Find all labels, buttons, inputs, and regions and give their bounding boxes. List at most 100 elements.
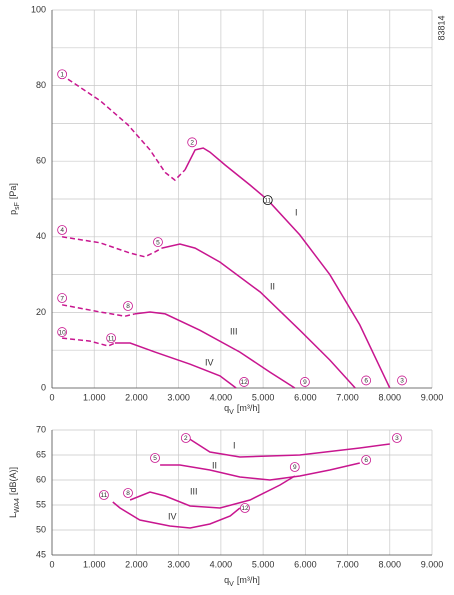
operating-point (392, 433, 402, 443)
point-label: 11 (108, 335, 115, 342)
axis-label: qV [m³/h] (224, 403, 260, 415)
curve-name: III (190, 486, 198, 496)
operating-point (99, 490, 109, 500)
curve-name: I (233, 440, 236, 450)
curve-name: IV (168, 511, 177, 521)
x-tick-label: 2.000 (125, 392, 148, 402)
y-tick-label: 65 (36, 449, 46, 459)
y-tick-label: 70 (36, 424, 46, 434)
label-main: p (8, 210, 18, 215)
curve (184, 147, 391, 389)
x-tick-label: 2.000 (125, 559, 148, 569)
curve (161, 243, 356, 389)
curve (187, 437, 390, 458)
operating-point (153, 237, 163, 247)
axis-label: qV [m³/h] (224, 575, 260, 587)
x-tick-label: 8.000 (379, 392, 402, 402)
x-tick-label: 7.000 (336, 392, 359, 402)
operating-point (262, 195, 273, 206)
curve-name: III (230, 326, 238, 336)
point-label: 2 (190, 140, 194, 147)
point-label: 9 (303, 379, 307, 386)
point-label: 6 (364, 378, 368, 385)
x-tick-label: 4.000 (210, 559, 233, 569)
label-unit: [m³/h] (237, 403, 260, 413)
operating-point (57, 293, 68, 303)
operating-point (361, 455, 372, 465)
point-label: 3 (400, 378, 404, 385)
label-unit: [Pa] (8, 183, 18, 199)
curve-name: II (212, 460, 217, 470)
x-tick-label: 9.000 (421, 559, 444, 569)
label-main: q (224, 575, 229, 585)
operating-point (180, 433, 191, 443)
operating-point (397, 375, 407, 386)
point-label: 12 (240, 379, 248, 386)
curve-unstable (62, 337, 116, 347)
label-sub: WA4 (14, 498, 21, 513)
point-label: 12 (241, 505, 249, 512)
point-label: 10 (59, 329, 67, 336)
label-main: L (8, 513, 18, 518)
y-tick-label: 60 (36, 156, 46, 166)
operating-point (106, 333, 117, 344)
y-tick-label: 80 (36, 80, 46, 90)
operating-point (361, 375, 372, 386)
point-label: 4 (60, 227, 64, 234)
curve (160, 462, 360, 481)
y-tick-label: 100 (31, 4, 46, 14)
operating-point (187, 137, 198, 148)
y-tick-label: 0 (41, 382, 46, 392)
x-tick-label: 1.000 (83, 392, 106, 402)
y-tick-label: 50 (36, 524, 46, 534)
y-tick-label: 60 (36, 474, 46, 484)
point-label: 5 (156, 239, 160, 246)
curve (129, 475, 296, 509)
curve-unstable (61, 304, 135, 317)
point-label: 11 (264, 197, 271, 204)
point-label: 8 (126, 490, 130, 497)
figure-code: 83814 (436, 15, 446, 40)
point-label: 5 (153, 455, 157, 462)
point-label: 7 (60, 295, 64, 302)
label-unit: [m³/h] (237, 575, 260, 585)
operating-point (123, 488, 133, 498)
x-tick-label: 3.000 (167, 392, 190, 402)
x-tick-label: 1.000 (83, 559, 106, 569)
label-main: q (224, 403, 229, 413)
point-label: 2 (184, 435, 188, 442)
x-tick-label: 6.000 (294, 392, 317, 402)
axis-label: LWA4 [dB(A)] (8, 467, 20, 518)
operating-point (300, 377, 310, 387)
curve-name: IV (205, 357, 214, 367)
operating-point (240, 503, 250, 513)
label-unit: [dB(A)] (8, 467, 18, 495)
point-label: 3 (395, 435, 399, 442)
operating-point (150, 453, 160, 463)
point-label: 6 (364, 457, 368, 464)
x-tick-label: 7.000 (336, 559, 359, 569)
x-tick-label: 4.000 (210, 392, 233, 402)
y-tick-label: 40 (36, 231, 46, 241)
curve-name: II (270, 281, 275, 291)
label-sub: V (229, 581, 234, 588)
point-label: 9 (293, 464, 297, 471)
operating-point (239, 377, 250, 387)
point-label: 8 (126, 303, 130, 310)
curve-name: I (295, 207, 298, 217)
point-label: 1 (60, 71, 64, 78)
y-tick-label: 45 (36, 549, 46, 559)
x-tick-label: 9.000 (421, 392, 444, 402)
operating-point (123, 301, 133, 311)
operating-point (57, 225, 68, 235)
x-tick-label: 5.000 (252, 559, 275, 569)
x-tick-label: 5.000 (252, 392, 275, 402)
x-tick-label: 3.000 (167, 559, 190, 569)
curve (134, 311, 296, 389)
operating-point (57, 327, 68, 337)
curve-unstable (61, 236, 163, 258)
label-sub: V (229, 409, 234, 416)
curve (112, 501, 241, 529)
axis-label: psF [Pa] (8, 183, 20, 215)
point-label: 11 (101, 492, 108, 499)
